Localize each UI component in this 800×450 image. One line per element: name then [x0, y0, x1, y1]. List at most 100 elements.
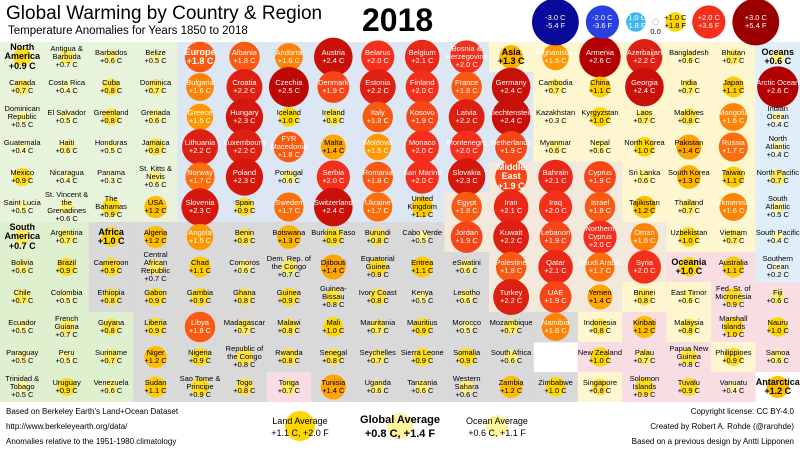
cell-label: Jamaica +0.8 C	[133, 132, 177, 162]
cell-label: Gambia +0.9 C	[178, 282, 222, 312]
cell-label: Antigua & Barbuda +0.7 C	[44, 42, 88, 72]
cell-label: Saint Lucia +0.5 C	[0, 192, 44, 222]
anomaly-label: +1.0 C	[675, 266, 703, 276]
country-name: North Atlantic	[765, 134, 791, 152]
country-name: Italy	[370, 108, 385, 118]
country-name: Gambia	[186, 288, 214, 298]
anomaly-circle	[493, 279, 530, 315]
cell-label: Uzbekistan +1.0 C	[667, 222, 711, 252]
cell-label: Hungary +2.3 C	[222, 102, 266, 132]
country-name: Taiwan	[721, 168, 745, 178]
cell-label: Seychelles +0.7 C	[356, 342, 400, 372]
cell-label: Serbia +2.0 C	[311, 162, 355, 192]
country-name: Barbados	[95, 48, 128, 58]
cell-label: Myanmar +0.6 C	[533, 132, 577, 162]
anomaly-label: +0.8 C	[588, 386, 612, 395]
anomaly-circle	[320, 254, 346, 280]
cell-label: Turkey +2.2 C	[489, 282, 533, 312]
anomaly-label: +2.3 C	[455, 176, 478, 185]
anomaly-circle	[362, 161, 394, 193]
anomaly-label: +0.9 C	[722, 299, 745, 309]
cell-label: Vanuatu +0.4 C	[711, 372, 755, 402]
cell-label: Norway +1.7 C	[178, 162, 222, 192]
anomaly-label: +1.6 C	[277, 56, 301, 65]
cell-label: Grenada +0.6 C	[133, 102, 177, 132]
anomaly-label: +0.9 C	[8, 60, 36, 71]
cell-label: Southern Ocean +0.2 C	[756, 252, 800, 282]
anomaly-label: +0.7 C	[11, 296, 34, 305]
anomaly-circle	[359, 69, 396, 105]
anomaly-label: +0.5 C	[55, 116, 78, 125]
country-name: Sao Tome & Principe	[179, 374, 221, 392]
anomaly-label: +0.7 C	[144, 273, 167, 283]
country-name: Haiti	[59, 138, 75, 148]
anomaly-circle	[57, 257, 76, 277]
anomaly-label: +1.0 C	[97, 236, 125, 246]
country-name: Lebanon	[540, 228, 571, 238]
country-name: Libya	[191, 318, 209, 328]
legend-label: +3.0 C +5.4 F	[745, 13, 767, 31]
anomaly-label: +2.1 C	[411, 56, 434, 65]
anomaly-circle	[766, 375, 789, 399]
anomaly-label: +1.5 C	[188, 116, 212, 125]
anomaly-circle	[584, 161, 616, 193]
country-name: Mauritania	[360, 318, 396, 328]
anomaly-label: +1.3 C	[497, 56, 525, 66]
cell-label: Canada +0.7 C	[0, 72, 44, 102]
cell-label: St. Vincent & the Grenadines +0.6 C	[44, 191, 88, 222]
legend-c: -2.0 C	[592, 12, 613, 22]
global-title: Global Average	[360, 414, 440, 426]
cell-label: Nigeria +0.9 C	[178, 342, 222, 372]
anomaly-label: +0.5 C	[55, 296, 78, 305]
country-name: Guinea-Bissau	[319, 284, 347, 302]
anomaly-label: +1.9 C	[544, 296, 567, 305]
cell-label: Mauritius +0.9 C	[400, 312, 444, 342]
anomaly-label: +0.9 C	[99, 209, 123, 219]
anomaly-circle	[314, 37, 353, 77]
cell-label: Tanzania +0.6 C	[400, 372, 444, 402]
anomaly-circle	[405, 70, 439, 104]
anomaly-circle	[680, 348, 698, 366]
anomaly-circle	[770, 49, 785, 65]
anomaly-label: +2.2 C	[455, 116, 478, 125]
anomaly-circle	[225, 158, 264, 196]
cell-label: Indian Ocean +0.4 C	[756, 102, 800, 132]
anomaly-label: +2.2 C	[499, 296, 523, 305]
cell-label: Italy +1.8 C	[356, 102, 400, 132]
anomaly-label: +1.0 C	[544, 386, 567, 395]
cell-label: United Kingdom +1.1 C	[400, 192, 444, 222]
country-name: Indonesia	[583, 318, 617, 328]
country-name: French Guiana	[54, 314, 79, 332]
anomaly-label: +1.8 C	[186, 56, 214, 66]
anomaly-circle	[636, 288, 653, 306]
anomaly-label: +2.0 C	[633, 266, 656, 275]
country-name: Sierra Leone	[400, 348, 444, 358]
country-name: Chile	[13, 288, 31, 298]
cell-label: Palestine +1.8 C	[489, 252, 533, 282]
year: 2018	[362, 2, 434, 38]
country-name: Saint Lucia	[3, 198, 41, 208]
anomaly-label: +0.7 C	[55, 329, 78, 339]
anomaly-circle	[591, 378, 609, 396]
anomaly-circle	[459, 379, 474, 395]
anomaly-label: +0.6 C	[588, 146, 612, 155]
country-name: Fiji	[772, 288, 783, 298]
legend-circle	[692, 5, 726, 39]
cell-label: Northern Cyprus +2.0 C	[578, 222, 622, 252]
anomaly-label: +2.0 C	[588, 239, 612, 249]
source: Based on Berkeley Earth's Land+Ocean Dat…	[6, 407, 179, 416]
anomaly-circle	[186, 103, 214, 131]
cell-label: Tunisia +1.4 C	[311, 372, 355, 402]
anomaly-circle	[539, 281, 572, 313]
anomaly-circle	[681, 289, 696, 305]
cell-label: Jordan +1.9 C	[444, 222, 488, 252]
anomaly-label: +1.2 C	[633, 326, 656, 335]
design: Based on a previous design by Antti Lipp…	[631, 437, 794, 446]
cell-label: Honduras +0.5 C	[89, 132, 133, 162]
anomaly-label: +0.8 C	[366, 236, 389, 245]
anomaly-circle	[725, 229, 742, 245]
anomaly-circle	[144, 195, 167, 219]
cell-label: Oman +1.6 C	[622, 222, 666, 252]
anomaly-label: +1.5 C	[544, 56, 567, 65]
